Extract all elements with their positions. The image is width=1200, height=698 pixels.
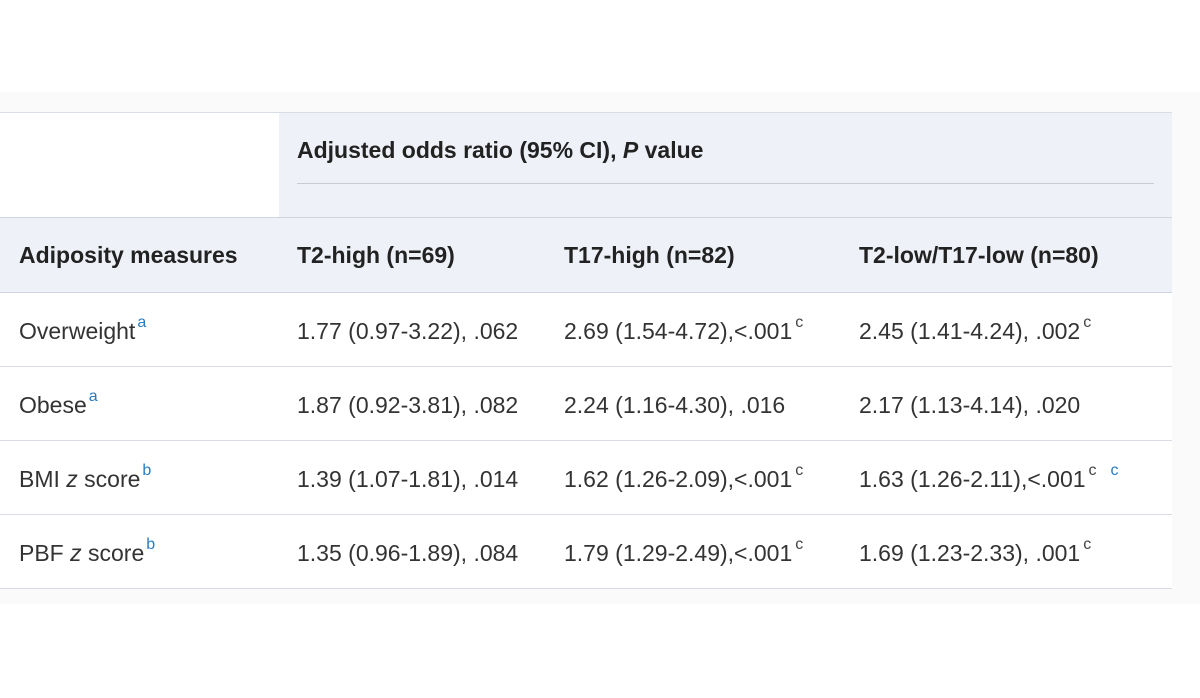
cell-t2-high: 1.35 (0.96-1.89), .084 [297,540,519,566]
cell-t17-high: 2.69 (1.54-4.72),<.001 c [564,314,804,344]
column-header-measure: Adiposity measures [19,241,238,268]
column-header-t2-high: T2-high (n=69) [297,241,455,268]
table-row: BMI z score b 1.39 (1.07-1.81), .014 1.62… [0,440,1173,515]
group-header-row: Adjusted odds ratio (95% CI), P value [0,112,1173,218]
footnote-link[interactable]: a [88,388,98,405]
cell-t2-high: 1.39 (1.07-1.81), .014 [297,466,519,492]
row-label: PBF z score b [19,536,156,566]
group-header-suffix: value [638,137,704,163]
footnote-mark: c [1083,536,1092,553]
group-header-cell: Adjusted odds ratio (95% CI), P value [279,112,1173,218]
footnote-mark: c [795,536,804,553]
group-header-italic: P [622,137,639,163]
footnote-mark: c [795,462,804,479]
row-label: Obese a [19,388,98,418]
footnote-link[interactable]: a [137,314,147,331]
row-label: BMI z score b [19,462,152,492]
cell-t2-low-t17-low: 1.63 (1.26-2.11),<.001 c c [859,462,1119,492]
cell-t17-high: 1.62 (1.26-2.09),<.001 c [564,462,804,492]
cell-t17-high: 2.24 (1.16-4.30), .016 [564,392,786,418]
odds-ratio-table: Adjusted odds ratio (95% CI), P value Ad… [0,112,1173,589]
table-row: Obese a 1.87 (0.92-3.81), .082 2.24 (1.16… [0,366,1173,441]
table-row: Overweight a 1.77 (0.97-3.22), .062 2.69 … [0,292,1173,367]
column-header-row: Adiposity measures T2-high (n=69) T17-hi… [0,217,1173,293]
row-label: Overweight a [19,314,147,344]
footnote-link[interactable]: c [1110,462,1119,479]
cell-t2-low-t17-low: 2.45 (1.41-4.24), .002 c [859,314,1092,344]
footnote-link[interactable]: b [142,462,152,479]
column-header-t17-high: T17-high (n=82) [564,241,735,268]
footnote-mark: c [795,314,804,331]
group-header-text: Adjusted odds ratio (95% CI), P value [297,113,1155,184]
cell-t2-low-t17-low: 1.69 (1.23-2.33), .001 c [859,536,1092,566]
footnote-mark: c [1088,462,1097,479]
cell-t2-low-t17-low: 2.17 (1.13-4.14), .020 [859,392,1081,418]
column-header-t2-low-t17-low: T2-low/T17-low (n=80) [859,241,1099,268]
footnote-link[interactable]: b [146,536,156,553]
table-row: PBF z score b 1.35 (0.96-1.89), .084 1.79… [0,514,1173,589]
group-header-prefix: Adjusted odds ratio (95% CI), [297,137,623,163]
cell-t2-high: 1.87 (0.92-3.81), .082 [297,392,519,418]
cell-t17-high: 1.79 (1.29-2.49),<.001 c [564,536,804,566]
header-corner-cell [0,112,279,218]
footnote-mark: c [1083,314,1092,331]
cell-t2-high: 1.77 (0.97-3.22), .062 [297,318,519,344]
